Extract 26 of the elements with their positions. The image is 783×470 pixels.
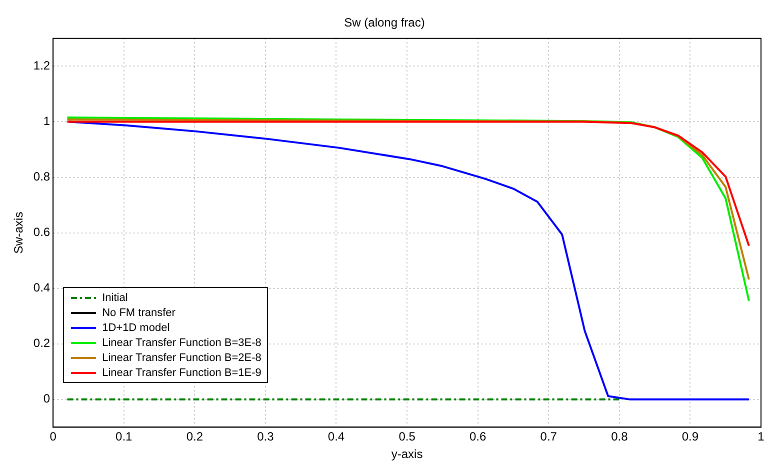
x-tick-label: 0.1 (116, 430, 133, 444)
x-tick-label: 0.2 (186, 430, 204, 444)
x-tick-label: 0.6 (469, 430, 486, 444)
legend-label: 1D+1D model (102, 322, 170, 334)
y-tick-label: 0.4 (33, 280, 50, 295)
legend-label: Linear Transfer Function B=3E-8 (102, 336, 262, 349)
x-tick-label: 0.5 (398, 430, 416, 444)
legend-label: Linear Transfer Function B=1E-9 (102, 366, 262, 379)
chart-title: Sw (along frac) (344, 16, 425, 30)
x-tick-label: 1 (758, 430, 765, 444)
y-tick-label: 1.2 (33, 58, 50, 72)
x-tick-label: 0.4 (328, 430, 345, 444)
y-tick-label: 0.8 (33, 170, 50, 184)
legend-label: Initial (102, 292, 128, 304)
x-axis-title: y-axis (391, 447, 423, 462)
y-tick-label: 0 (43, 392, 50, 406)
x-tick-label: 0.7 (540, 430, 558, 444)
y-axis-title: Sw-axis (12, 212, 26, 254)
legend-label: No FM transfer (102, 306, 176, 319)
x-tick-label: 0.8 (611, 430, 628, 444)
x-tick-label: 0.9 (682, 430, 699, 444)
y-tick-label: 0.6 (33, 225, 50, 240)
legend-label: Linear Transfer Function B=2E-8 (102, 352, 262, 364)
y-tick-label: 0.2 (33, 336, 50, 350)
x-tick-label: 0.3 (257, 430, 274, 444)
y-tick-label: 1 (43, 114, 50, 128)
